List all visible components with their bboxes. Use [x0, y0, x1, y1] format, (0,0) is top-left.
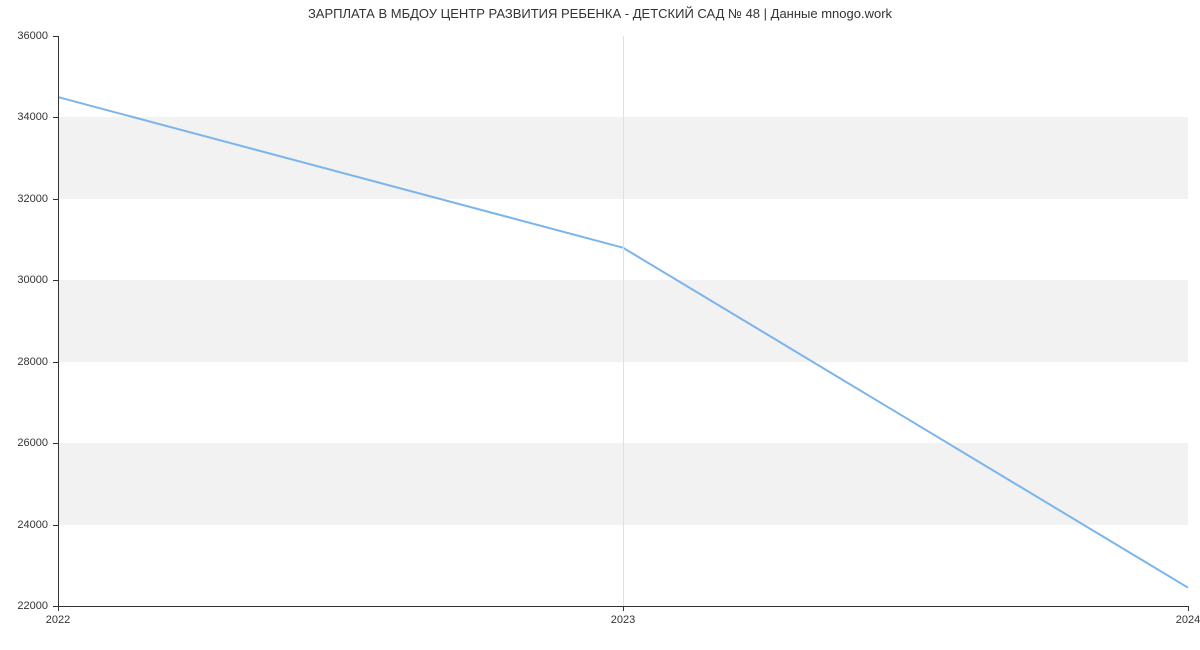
x-gridline — [623, 36, 624, 606]
y-tick — [53, 117, 58, 118]
y-tick-label: 34000 — [0, 111, 48, 123]
x-tick-label: 2023 — [611, 614, 635, 626]
y-tick — [53, 362, 58, 363]
chart-container: ЗАРПЛАТА В МБДОУ ЦЕНТР РАЗВИТИЯ РЕБЕНКА … — [0, 0, 1200, 650]
y-tick-label: 36000 — [0, 30, 48, 42]
plot-area — [58, 36, 1188, 606]
y-axis-line — [58, 36, 59, 606]
y-tick — [53, 199, 58, 200]
y-tick-label: 24000 — [0, 519, 48, 531]
y-tick — [53, 280, 58, 281]
x-tick-label: 2022 — [46, 614, 70, 626]
y-tick — [53, 525, 58, 526]
x-tick — [1188, 606, 1189, 611]
y-tick-label: 26000 — [0, 437, 48, 449]
y-tick — [53, 36, 58, 37]
x-tick-label: 2024 — [1176, 614, 1200, 626]
y-tick-label: 30000 — [0, 274, 48, 286]
x-tick — [58, 606, 59, 611]
y-tick — [53, 443, 58, 444]
y-tick-label: 28000 — [0, 356, 48, 368]
y-tick-label: 32000 — [0, 193, 48, 205]
y-tick-label: 22000 — [0, 600, 48, 612]
chart-title: ЗАРПЛАТА В МБДОУ ЦЕНТР РАЗВИТИЯ РЕБЕНКА … — [0, 6, 1200, 21]
x-tick — [623, 606, 624, 611]
